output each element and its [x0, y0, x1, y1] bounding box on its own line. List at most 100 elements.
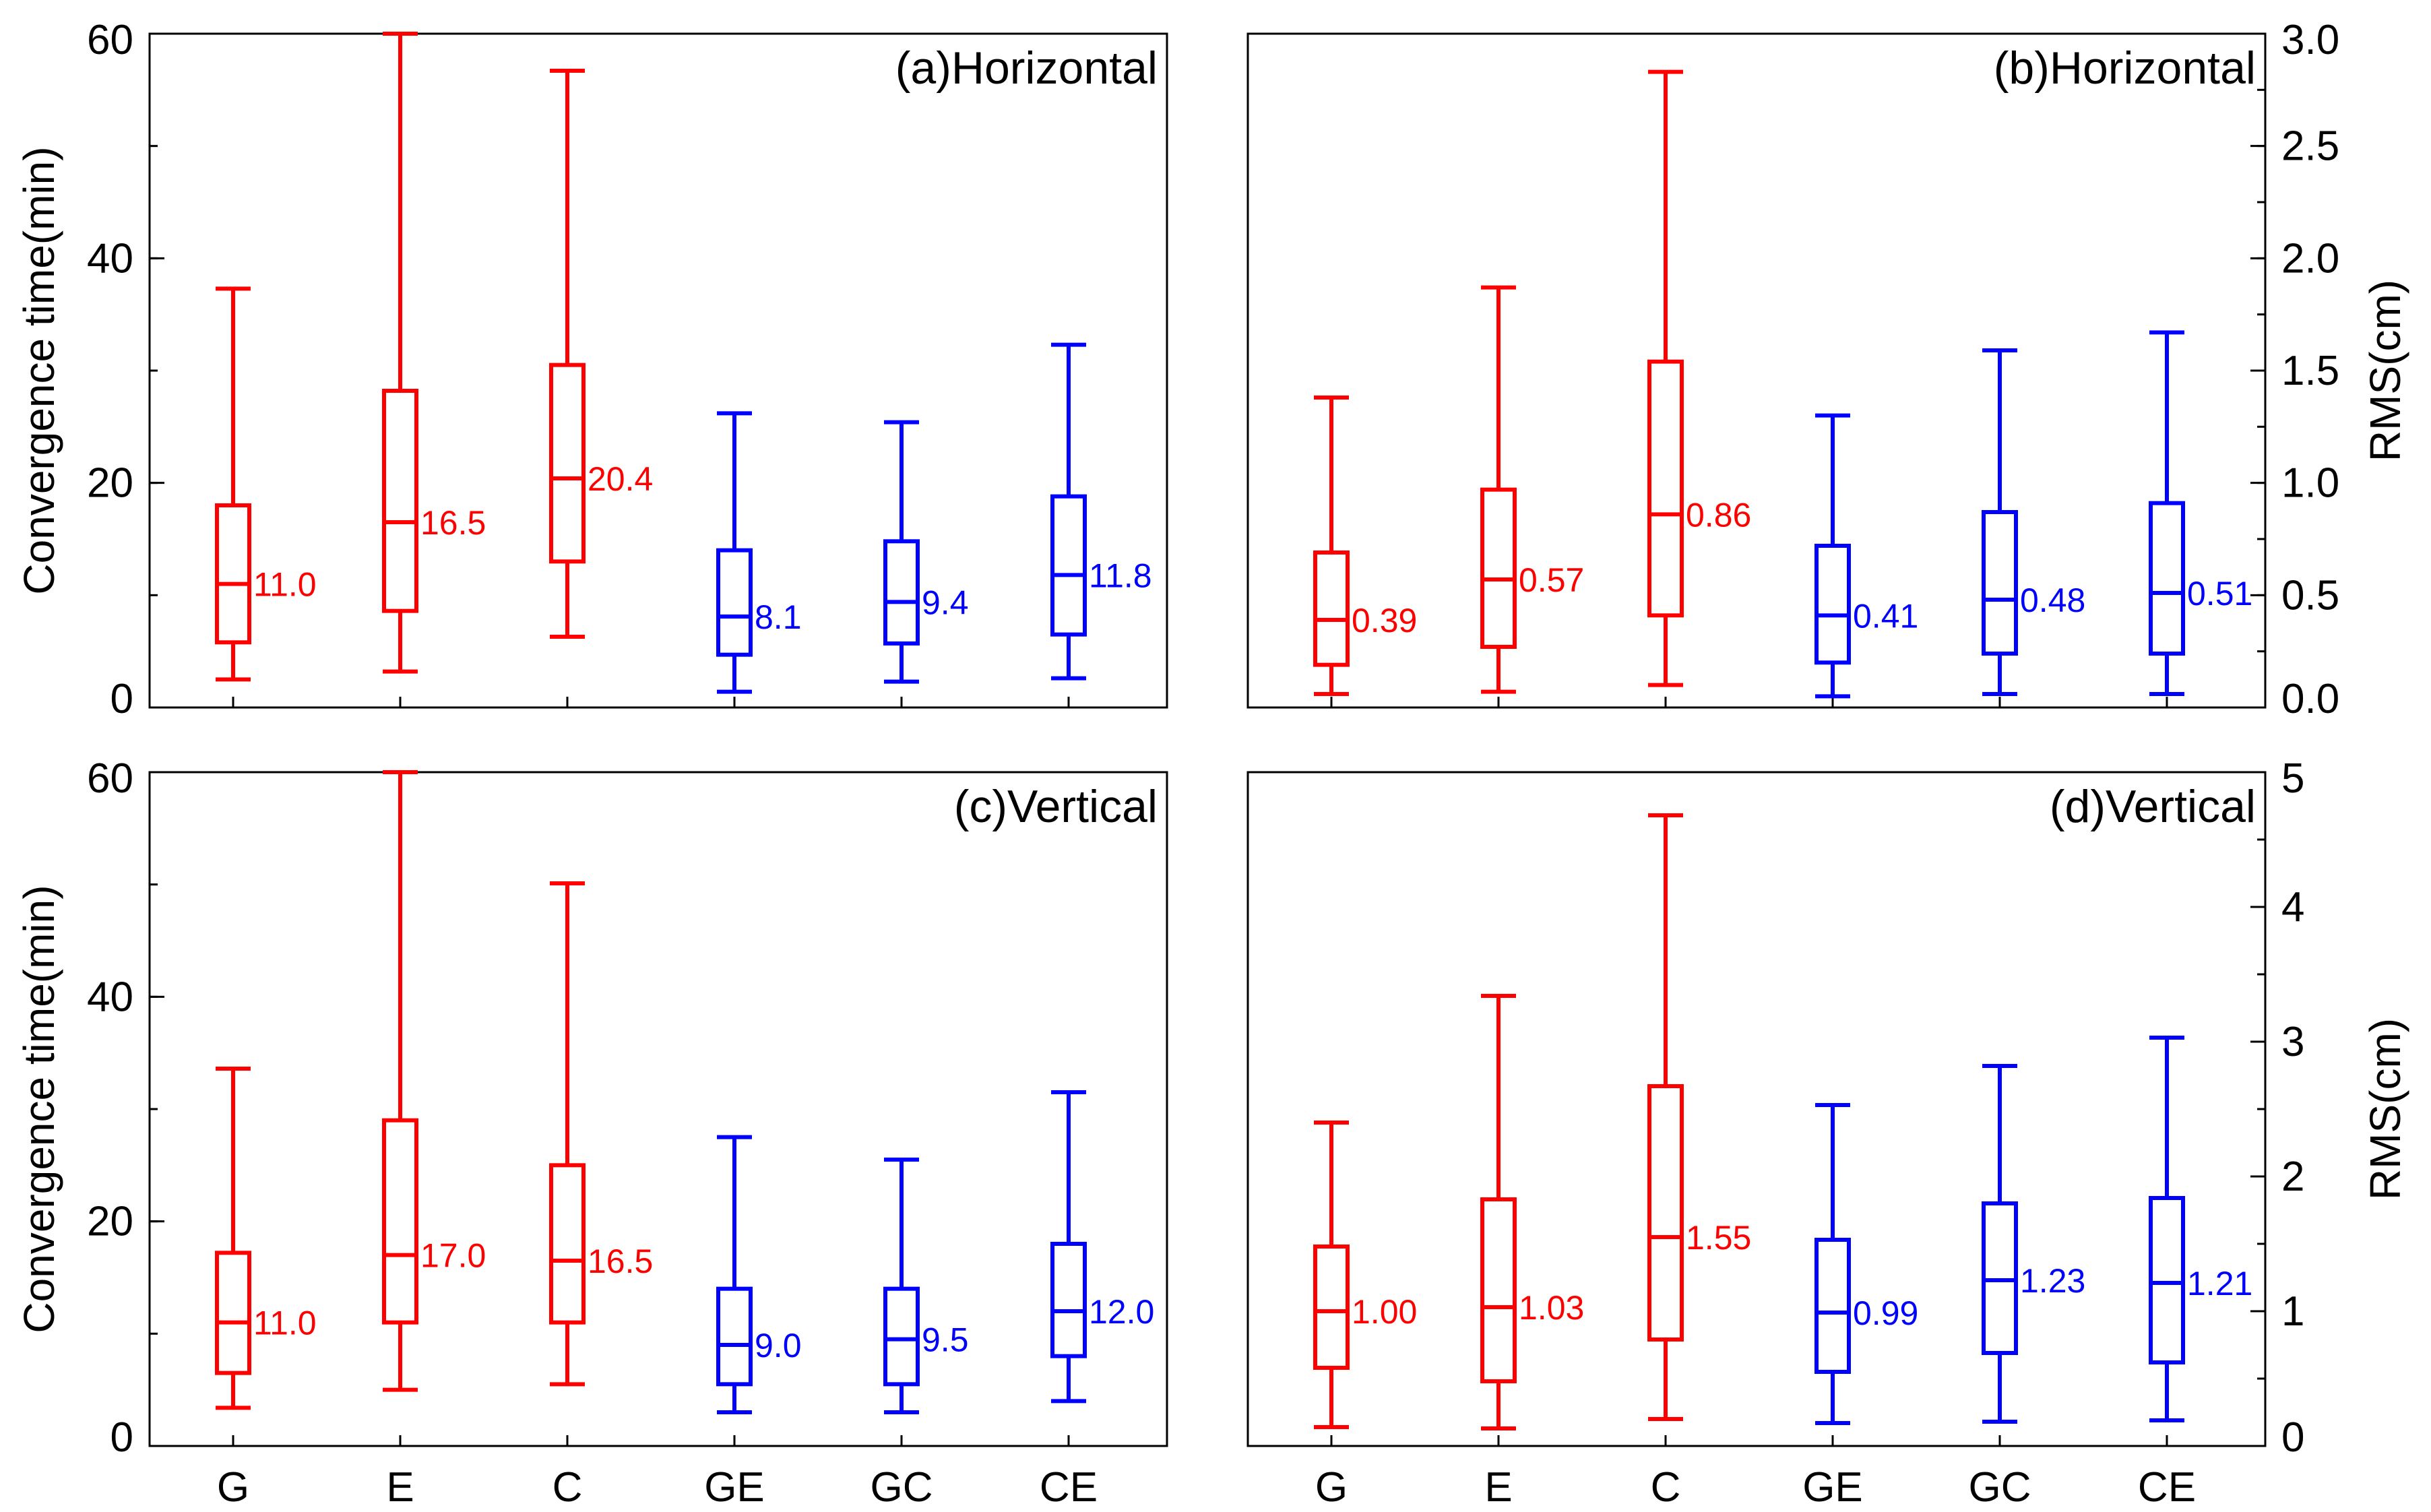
- iqr-box: [549, 1163, 586, 1325]
- x-tick-label: GE: [1802, 1464, 1863, 1511]
- box-GE: 8.1: [716, 411, 802, 694]
- iqr-box: [1814, 1238, 1851, 1374]
- box-C: 1.55: [1647, 813, 1751, 1421]
- y-tick-label: 40: [87, 974, 133, 1020]
- iqr-box: [1814, 544, 1851, 665]
- median-label: 11.0: [253, 566, 317, 604]
- box-C: 20.4: [549, 69, 653, 639]
- box-GC: 9.5: [883, 1158, 969, 1414]
- panel-title: (c)Vertical: [954, 781, 1158, 832]
- y-tick-label: 1.5: [2281, 348, 2339, 394]
- iqr-box: [1313, 550, 1350, 667]
- x-tick-label: C: [1651, 1464, 1681, 1511]
- iqr-box: [1982, 510, 2018, 656]
- iqr-box: [215, 1251, 251, 1375]
- panel-title: (a)Horizontal: [895, 42, 1158, 94]
- box-GE: 0.41: [1814, 413, 1918, 699]
- median-label: 1.21: [2187, 1265, 2252, 1302]
- median-label: 0.99: [1853, 1294, 1918, 1332]
- median-label: 20.4: [588, 460, 653, 498]
- median-label: 9.0: [755, 1327, 802, 1364]
- box-G: 11.0: [215, 286, 317, 682]
- box-CE: 0.51: [2149, 330, 2252, 696]
- box-E: 16.5: [382, 32, 486, 674]
- median-label: 0.57: [1519, 561, 1584, 599]
- box-E: 17.0: [382, 770, 486, 1392]
- box-E: 0.57: [1480, 285, 1584, 694]
- iqr-box: [883, 1286, 920, 1387]
- box-GE: 9.0: [716, 1135, 802, 1414]
- y-tick-label: 60: [87, 17, 133, 63]
- x-tick-label: GC: [1969, 1464, 2031, 1511]
- iqr-box: [883, 539, 920, 645]
- median-label: 1.03: [1519, 1289, 1584, 1327]
- x-tick-label: G: [1315, 1464, 1348, 1511]
- iqr-box: [382, 1118, 418, 1325]
- box-G: 1.00: [1313, 1121, 1417, 1429]
- box-CE: 12.0: [1050, 1090, 1154, 1404]
- median-label: 0.86: [1686, 496, 1751, 534]
- box-GC: 0.48: [1982, 348, 2085, 696]
- median-label: 16.5: [588, 1242, 653, 1280]
- median-label: 1.00: [1352, 1293, 1417, 1331]
- iqr-box: [215, 503, 251, 645]
- x-tick-label: E: [386, 1464, 414, 1511]
- box-C: 0.86: [1647, 69, 1751, 687]
- x-tick-label: E: [1484, 1464, 1512, 1511]
- y-tick-label: 20: [87, 460, 133, 507]
- y-axis-label: Convergence time(min): [15, 146, 63, 594]
- y-axis-label: RMS(cm): [2361, 280, 2409, 462]
- y-tick-label: 2.0: [2281, 235, 2339, 282]
- iqr-box: [1050, 1242, 1087, 1358]
- panel-2: 0.0 0.5 1.0 1.5 2.0 2.5 3.0 RMS(cm) (b)Horizonta…: [1246, 17, 2409, 722]
- x-tick-label: GE: [704, 1464, 765, 1511]
- y-tick-label: 4: [2281, 884, 2304, 931]
- median-label: 1.23: [2020, 1262, 2085, 1300]
- box-GE: 0.99: [1814, 1103, 1918, 1425]
- x-tick-label: CE: [1040, 1464, 1098, 1511]
- median-label: 9.5: [922, 1321, 969, 1359]
- y-tick-label: 2.5: [2281, 123, 2339, 170]
- iqr-box: [549, 363, 586, 564]
- y-tick-label: 2: [2281, 1154, 2304, 1200]
- median-label: 1.55: [1686, 1219, 1751, 1257]
- box-CE: 11.8: [1050, 342, 1152, 681]
- median-label: 0.39: [1352, 602, 1417, 639]
- panel-title: (b)Horizontal: [1994, 42, 2256, 94]
- box-G: 0.39: [1313, 396, 1417, 696]
- median-label: 16.5: [420, 504, 486, 542]
- iqr-box: [1480, 487, 1517, 650]
- y-axis-label: RMS(cm): [2361, 1018, 2409, 1200]
- y-tick-label: 40: [87, 235, 133, 282]
- box-E: 1.03: [1480, 994, 1584, 1430]
- iqr-box: [716, 548, 753, 657]
- y-tick-label: 0: [2281, 1414, 2304, 1461]
- y-tick-label: 0.0: [2281, 676, 2339, 722]
- iqr-box: [716, 1286, 753, 1387]
- iqr-box: [2149, 1196, 2185, 1364]
- panel-3: 0 20 40 60 Convergence time(min) (c)Vertical G…: [15, 755, 1168, 1511]
- box-GC: 1.23: [1982, 1064, 2085, 1424]
- y-tick-label: 1: [2281, 1288, 2304, 1335]
- median-label: 0.51: [2187, 575, 2252, 612]
- x-tick-label: GC: [871, 1464, 933, 1511]
- y-axis-label: Convergence time(min): [15, 885, 63, 1333]
- median-label: 8.1: [755, 598, 802, 636]
- y-tick-label: 0.5: [2281, 572, 2339, 619]
- median-label: 9.4: [922, 584, 969, 621]
- median-label: 12.0: [1089, 1293, 1154, 1331]
- iqr-box: [1647, 1084, 1684, 1342]
- y-tick-label: 0: [110, 676, 133, 722]
- median-label: 11.8: [1089, 557, 1152, 594]
- panel-title: (d)Vertical: [2050, 781, 2256, 832]
- box-C: 16.5: [549, 881, 653, 1387]
- panel-1: 0 20 40 60 Convergence time(min) (a)Horizonta…: [15, 17, 1168, 722]
- y-tick-label: 20: [87, 1199, 133, 1245]
- iqr-box: [1480, 1197, 1517, 1383]
- box-GC: 9.4: [883, 420, 969, 684]
- iqr-box: [1313, 1245, 1350, 1370]
- y-tick-label: 3: [2281, 1019, 2304, 1065]
